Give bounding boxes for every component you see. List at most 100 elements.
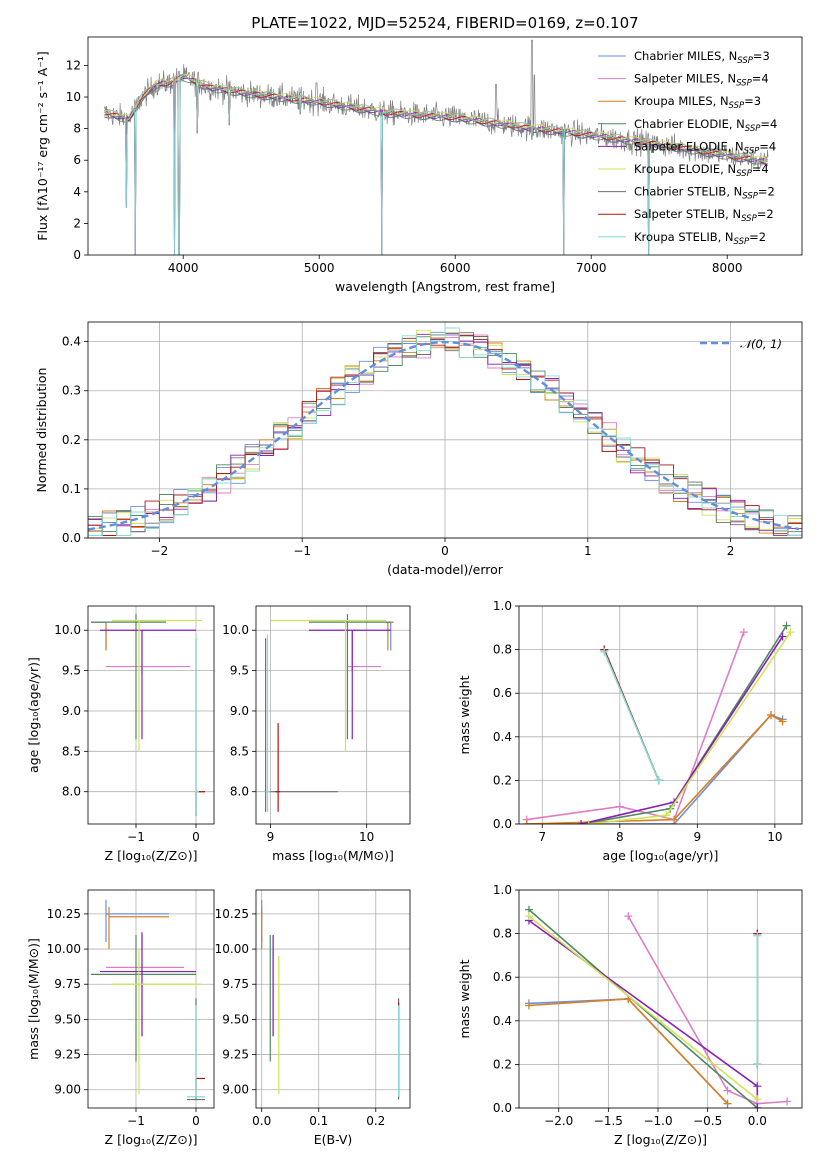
weight_vs_age-point-kroupa_stelib-0 (600, 647, 609, 656)
age_vs_mass-ytick-label-3: 9.5 (230, 664, 249, 678)
mass_vs_Z-frame (87, 889, 215, 1109)
spectrum-model-line-salpeter_elodie (104, 77, 768, 255)
weight_vs_age-point-kroupa_elodie-2 (786, 628, 795, 637)
age_vs_Z-xtick-label-0: −1 (127, 830, 145, 844)
residuals-xtick-label-3: 1 (584, 544, 592, 558)
legend-entry-kroupa_stelib: Kroupa STELIB, NSSP=2 (634, 230, 766, 247)
mass_vs_ebv-ytick-label-1: 9.25 (222, 1048, 249, 1062)
weight_vs_Z-point-salpeter_miles-1 (723, 1086, 732, 1095)
normal-legend-label: 𝒩(0, 1) (740, 337, 782, 351)
weight_vs_age-frame (518, 605, 803, 825)
mass_vs_ebv-ytick-label-5: 10.25 (215, 907, 249, 921)
legend-entry-chabrier_stelib: Chabrier STELIB, NSSP=2 (634, 185, 775, 202)
weight_vs_age-ytick-label-3: 0.6 (493, 686, 512, 700)
mass_vs_ebv-ytick-label-0: 9.00 (222, 1083, 249, 1097)
residuals-ytick-label-1: 0.1 (62, 482, 81, 496)
spectrum-xtick-label-2: 6000 (440, 261, 471, 275)
residuals-xtick-label-1: −1 (293, 544, 311, 558)
age_vs_Z-cross-kroupa_stelib (194, 634, 199, 816)
mass_vs_Z-ylabel: mass [log₁₀(M/M⊙)] (26, 938, 41, 1060)
residuals-ytick-label-0: 0.0 (62, 531, 81, 545)
spectrum-ytick-label-0: 0 (73, 248, 81, 262)
weight_vs_age-xtick-label-0: 7 (538, 830, 546, 844)
spectrum-ytick-label-1: 2 (73, 216, 81, 230)
weight_vs_Z-line-salpeter_miles (627, 915, 788, 1105)
weight_vs_Z-xtick-label-0: −2.0 (544, 1114, 573, 1128)
weight_vs_Z-line-chabrier_elodie (528, 908, 758, 1108)
weight_vs_age-point-salpeter_miles-3 (739, 628, 748, 637)
spectrum-model-line-chabrier_elodie (104, 80, 768, 165)
weight_vs_age-point-salpeter_miles-1 (615, 802, 624, 811)
spectrum-ytick-label-3: 6 (73, 153, 81, 167)
residuals-ytick-label-2: 0.2 (62, 433, 81, 447)
age_vs_Z-cross-kroupa_elodie (112, 619, 202, 752)
residuals-ylabel: Normed distribution (34, 368, 49, 493)
weight_vs_Z-frame (518, 889, 803, 1109)
spectrum-xtick-label-4: 8000 (712, 261, 743, 275)
age_vs_mass-xtick-label-0: 9 (267, 830, 275, 844)
mass_vs_ebv-xtick-label-2: 0.2 (366, 1114, 385, 1128)
legend-entry-kroupa_elodie: Kroupa ELODIE, NSSP=4 (634, 162, 769, 179)
age_vs_Z-panel: −1 0 8.0 8.5 9.0 9.5 10.0 Z [log₁₀(Z/Z⊙)] age [l… (26, 605, 215, 863)
spectrum-ytick-label-2: 4 (73, 185, 81, 199)
mass_vs_ebv-ytick-label-3: 9.75 (222, 977, 249, 991)
age_vs_mass-xlabel: mass [log₁₀(M/M⊙)] (272, 848, 394, 863)
residuals-ytick-label-4: 0.4 (62, 335, 81, 349)
weight_vs_Z-point-salpeter_miles-3 (783, 1097, 792, 1106)
age_vs_mass-cross-chabrier_elodie (308, 614, 391, 740)
residuals-xtick-label-2: 0 (441, 544, 449, 558)
mass_vs_Z-ytick-label-5: 10.25 (47, 907, 81, 921)
age_vs_Z-ytick-label-4: 10.0 (54, 623, 81, 637)
age_vs_mass-ytick-label-0: 8.0 (230, 785, 249, 799)
age_vs_Z-ytick-label-1: 8.5 (62, 744, 81, 758)
residuals-panel: −2 −1 0 1 2 0.0 0.1 0.2 0.3 0.4 (data-model)/error… (34, 321, 803, 577)
weight_vs_Z-point-kroupa_miles-2 (723, 1099, 732, 1108)
spectrum-ytick-label-5: 10 (66, 90, 81, 104)
mass_vs_Z-xlabel: Z [log₁₀(Z/Z⊙)] (105, 1132, 198, 1147)
age_vs_Z-ytick-label-2: 9.0 (62, 704, 81, 718)
age_vs_mass-cross-kroupa_elodie (270, 619, 386, 752)
age_vs_mass-ytick-label-2: 9.0 (230, 704, 249, 718)
mass_vs_ebv-xtick-label-1: 0.1 (309, 1114, 328, 1128)
normal-distribution-curve (88, 341, 800, 531)
weight_vs_age-ytick-label-2: 0.4 (493, 730, 512, 744)
weight_vs_age-line-kroupa_stelib (603, 651, 660, 781)
mass_vs_ebv-plot-area (261, 899, 400, 1100)
weight_vs_age-ylabel: mass weight (457, 675, 472, 754)
mass_vs_Z-ytick-label-3: 9.75 (54, 977, 81, 991)
weight_vs_Z-ytick-label-3: 0.6 (493, 970, 512, 984)
weight_vs_Z-ytick-label-1: 0.2 (493, 1057, 512, 1071)
mass_vs_Z-cross-chabrier_elodie (91, 935, 196, 1062)
spectrum-panel: 4000 5000 6000 7000 8000 0 2 4 6 8 10 12 wavelength … (35, 36, 803, 294)
weight_vs_age-point-salpeter_elodie-0 (577, 820, 586, 824)
weight_vs_age-point-kroupa_miles-3 (778, 717, 787, 726)
weight_vs_Z-point-salpeter_elodie-1 (753, 1082, 762, 1091)
age_vs_Z-cross-chabrier_elodie (91, 614, 166, 740)
weight_vs_Z-point-kroupa_miles-0 (524, 1001, 533, 1010)
mass_vs_Z-cross-kroupa_elodie (112, 949, 202, 1094)
mass_vs_Z-cross-kroupa_stelib (187, 1005, 205, 1098)
residuals-ytick-label-3: 0.3 (62, 384, 81, 398)
age_vs_Z-ylabel: age [log₁₀(age/yr)] (26, 657, 41, 773)
weight_vs_age-ytick-label-5: 1.0 (493, 599, 512, 613)
weight_vs_age-panel: 7 8 9 10 0.0 0.2 0.4 0.6 0.8 1.0 age [log₁₀(age/yr… (457, 599, 803, 863)
legend-entry-salpeter_miles: Salpeter MILES, NSSP=4 (634, 72, 769, 89)
legend-entry-salpeter_elodie: Salpeter ELODIE, NSSP=4 (634, 139, 776, 156)
weight_vs_age-point-kroupa_miles-1 (670, 815, 679, 824)
weight_vs_age-ytick-label-0: 0.0 (493, 817, 512, 831)
spectrum-ylabel: Flux [fλ10⁻¹⁷ erg cm⁻² s⁻¹ A⁻¹] (35, 51, 50, 240)
mass_vs_ebv-xtick-label-0: 0.0 (252, 1114, 271, 1128)
legend-entry-salpeter_stelib: Salpeter STELIB, NSSP=2 (634, 207, 774, 224)
age_vs_Z-xlabel: Z [log₁₀(Z/Z⊙)] (105, 848, 198, 863)
weight_vs_Z-line-kroupa_elodie (528, 915, 758, 1100)
legend-entry-kroupa_miles: Kroupa MILES, NSSP=3 (634, 94, 761, 111)
weight_vs_age-point-kroupa_miles-2 (766, 711, 775, 719)
mass_vs_Z-ytick-label-0: 9.00 (54, 1083, 81, 1097)
age_vs_mass-plot-area (265, 614, 394, 812)
age_vs_mass-frame (255, 605, 411, 825)
weight_vs_Z-xtick-label-3: −0.5 (693, 1114, 722, 1128)
spectrum-xtick-label-0: 4000 (168, 261, 199, 275)
weight_vs_Z-ytick-label-0: 0.0 (493, 1101, 512, 1115)
weight_vs_Z-ytick-label-5: 1.0 (493, 883, 512, 897)
